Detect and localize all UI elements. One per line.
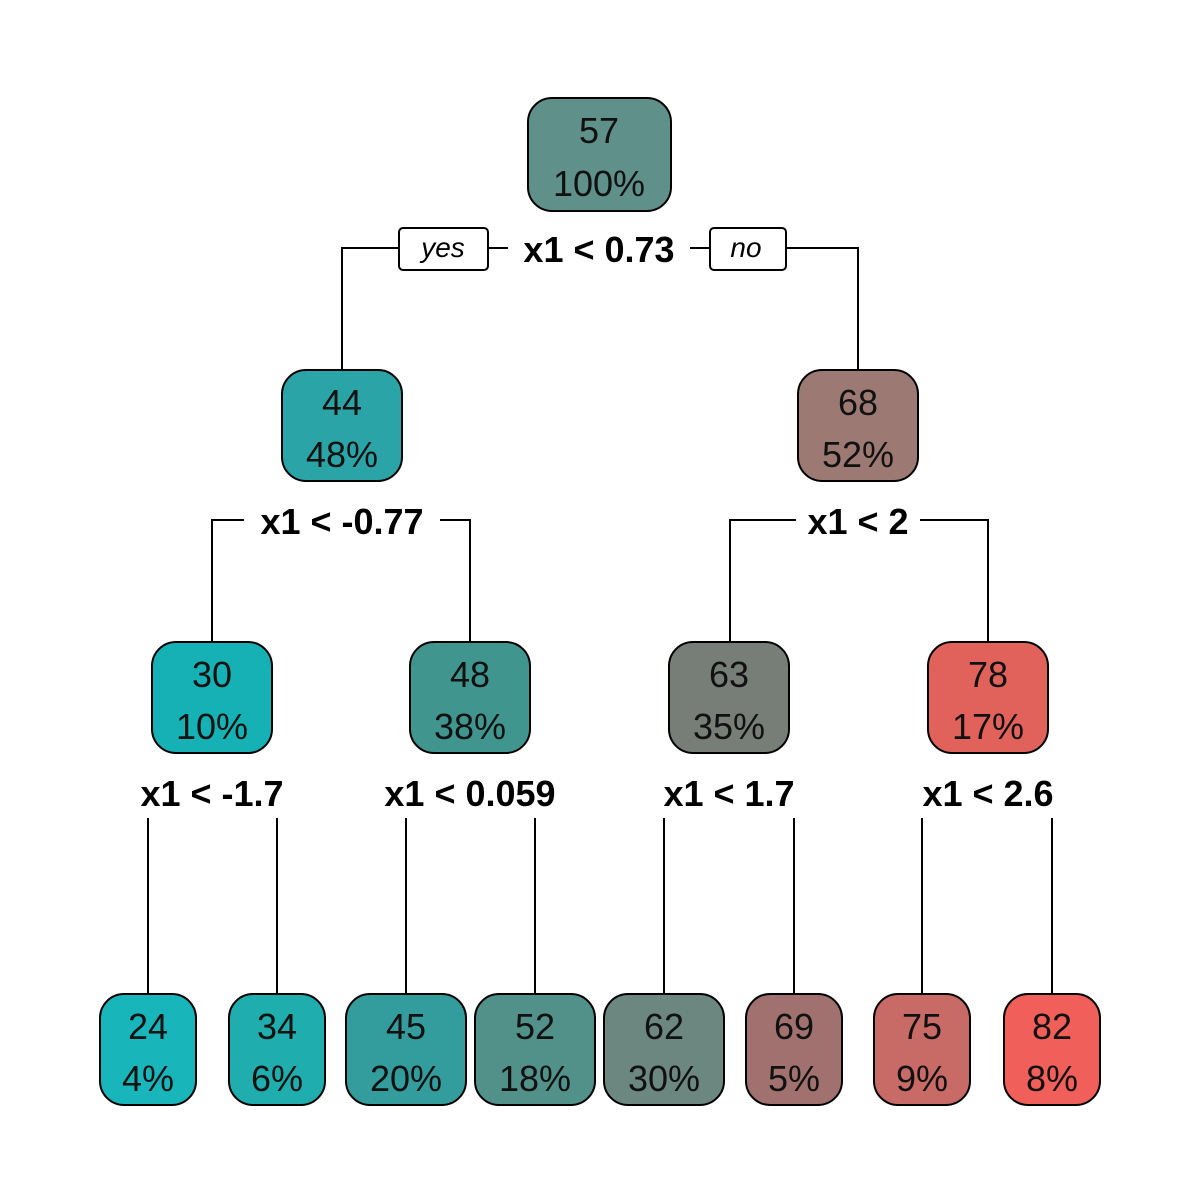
leaf-percent: 4% xyxy=(122,1058,174,1099)
node-box xyxy=(797,369,919,482)
leaf-percent: 5% xyxy=(768,1058,820,1099)
tree-node-n6: 63 35% xyxy=(668,641,790,754)
leaf-value: 45 xyxy=(386,1006,426,1047)
leaf-percent: 8% xyxy=(1026,1058,1078,1099)
tree-leaf-l2: 34 6% xyxy=(228,993,326,1106)
node-box xyxy=(281,369,403,482)
tree-leaf-l8: 82 8% xyxy=(1003,993,1101,1106)
leaf-value: 62 xyxy=(644,1006,684,1047)
tree-leaf-l5: 62 30% xyxy=(603,993,725,1106)
leaf-box xyxy=(228,993,326,1106)
leaf-box xyxy=(603,993,725,1106)
leaf-value: 69 xyxy=(774,1006,814,1047)
tree-leaf-l4: 52 18% xyxy=(474,993,596,1106)
tree-node-n4: 30 10% xyxy=(151,641,273,754)
leaf-value: 75 xyxy=(902,1006,942,1047)
node-value: 44 xyxy=(322,382,362,423)
leaf-value: 24 xyxy=(128,1006,168,1047)
edge-n3-right xyxy=(920,519,989,642)
branch-no-label: no xyxy=(730,232,761,263)
node-value: 68 xyxy=(838,382,878,423)
leaf-box xyxy=(474,993,596,1106)
leaf-value: 52 xyxy=(515,1006,555,1047)
node-box xyxy=(927,641,1049,754)
node-percent: 38% xyxy=(434,706,506,747)
leaf-box xyxy=(745,993,843,1106)
leaf-percent: 6% xyxy=(251,1058,303,1099)
leaf-percent: 20% xyxy=(370,1058,442,1099)
node-box xyxy=(527,97,672,212)
tree-leaf-l6: 69 5% xyxy=(745,993,843,1106)
leaf-box xyxy=(345,993,467,1106)
node-value: 57 xyxy=(579,110,619,151)
edge-root-left xyxy=(341,247,399,370)
edge-root-right xyxy=(786,247,859,370)
edge-n2-right xyxy=(440,519,471,642)
node-box xyxy=(409,641,531,754)
tree-node-root: 57 100% xyxy=(527,97,672,212)
leaf-value: 34 xyxy=(257,1006,297,1047)
tree-nodes: 57 100% 44 48% 68 52% 30 10% 48 38% 63 xyxy=(99,97,1101,1106)
tree-leaf-l1: 24 4% xyxy=(99,993,197,1106)
node-value: 63 xyxy=(709,654,749,695)
split-label-n3: x1 < 2 xyxy=(807,501,908,542)
node-percent: 17% xyxy=(952,706,1024,747)
node-value: 48 xyxy=(450,654,490,695)
leaf-percent: 30% xyxy=(628,1058,700,1099)
split-label-n6: x1 < 1.7 xyxy=(663,773,794,814)
edge-n3-left xyxy=(729,519,796,642)
node-box xyxy=(151,641,273,754)
leaf-box xyxy=(873,993,971,1106)
tree-leaf-l3: 45 20% xyxy=(345,993,467,1106)
split-label-n7: x1 < 2.6 xyxy=(922,773,1053,814)
branch-yes-label: yes xyxy=(419,232,465,263)
edge-n2-left xyxy=(211,519,244,642)
node-percent: 100% xyxy=(553,163,645,204)
leaf-percent: 18% xyxy=(499,1058,571,1099)
split-label-n2: x1 < -0.77 xyxy=(260,501,423,542)
tree-node-n5: 48 38% xyxy=(409,641,531,754)
tree-leaf-l7: 75 9% xyxy=(873,993,971,1106)
branch-yes-box xyxy=(398,227,489,271)
split-label-n4: x1 < -1.7 xyxy=(140,773,283,814)
tree-node-n7: 78 17% xyxy=(927,641,1049,754)
node-box xyxy=(668,641,790,754)
node-percent: 35% xyxy=(693,706,765,747)
node-percent: 10% xyxy=(176,706,248,747)
leaf-box xyxy=(1003,993,1101,1106)
leaf-percent: 9% xyxy=(896,1058,948,1099)
node-percent: 48% xyxy=(306,434,378,475)
split-label-n5: x1 < 0.059 xyxy=(384,773,555,814)
tree-node-n2: 44 48% xyxy=(281,369,403,482)
split-label-root: x1 < 0.73 xyxy=(523,229,674,270)
branch-no-box xyxy=(709,227,787,271)
node-value: 78 xyxy=(968,654,1008,695)
leaf-value: 82 xyxy=(1032,1006,1072,1047)
node-percent: 52% xyxy=(822,434,894,475)
tree-node-n3: 68 52% xyxy=(797,369,919,482)
node-value: 30 xyxy=(192,654,232,695)
tree-edges xyxy=(147,247,1053,994)
split-labels: yes no x1 < 0.73 x1 < -0.77 x1 < 2 x1 < … xyxy=(140,227,1054,814)
leaf-box xyxy=(99,993,197,1106)
